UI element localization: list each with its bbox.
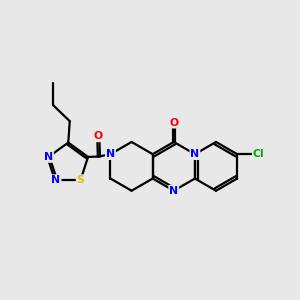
Text: N: N <box>169 186 178 196</box>
Text: N: N <box>44 152 53 162</box>
Text: N: N <box>52 175 61 185</box>
Text: N: N <box>106 149 115 159</box>
Text: S: S <box>76 175 84 185</box>
Text: O: O <box>94 131 103 141</box>
Text: O: O <box>169 118 178 128</box>
Text: N: N <box>190 149 200 159</box>
Text: Cl: Cl <box>253 149 264 159</box>
